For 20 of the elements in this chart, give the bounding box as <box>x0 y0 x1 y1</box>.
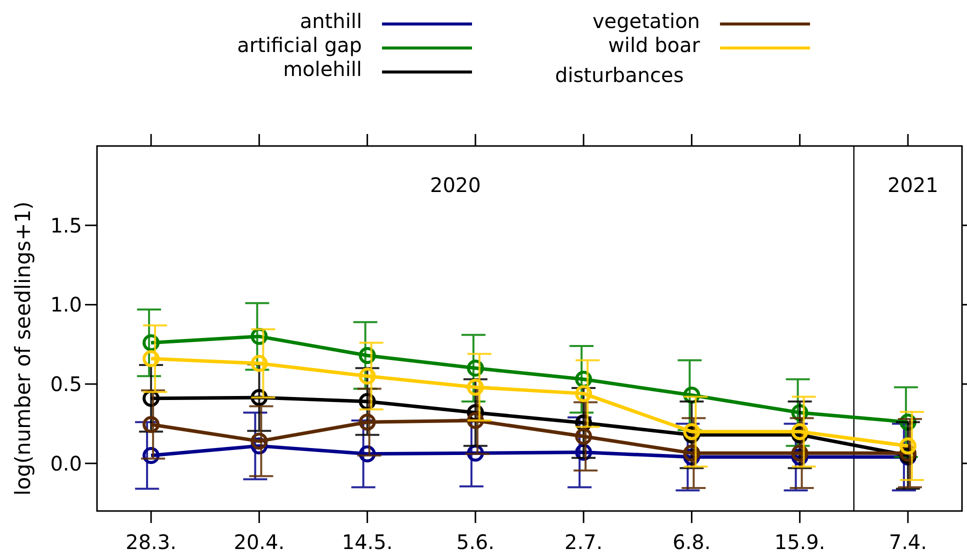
y-axis-title: log(number of seedlings+1) <box>11 201 35 496</box>
y-tick-label: 1.0 <box>50 292 82 317</box>
legend-label: vegetation <box>592 9 700 33</box>
legend-label: molehill <box>283 57 362 81</box>
y-tick-label: 0.0 <box>50 451 82 476</box>
legend-label: artificial gap <box>237 33 362 57</box>
x-tick-label: 5.6. <box>456 530 495 554</box>
y-tick-label: 1.5 <box>50 213 82 238</box>
legend-label: wild boar disturbances <box>555 33 701 87</box>
x-tick-label: 28.3. <box>126 530 177 554</box>
y-tick-label: 0.5 <box>50 372 82 396</box>
legend-label: anthill <box>300 9 362 33</box>
x-tick-label: 14.5. <box>342 530 393 554</box>
annotation: 2020 <box>430 173 481 197</box>
x-tick-label: 6.8. <box>672 530 711 554</box>
x-tick-label: 15.9. <box>774 530 826 554</box>
annotation: 2021 <box>887 173 938 197</box>
x-tick-label: 2.7. <box>564 530 603 554</box>
x-tick-label: 7.4. <box>888 530 928 554</box>
x-tick-label: 20.4. <box>234 530 285 554</box>
